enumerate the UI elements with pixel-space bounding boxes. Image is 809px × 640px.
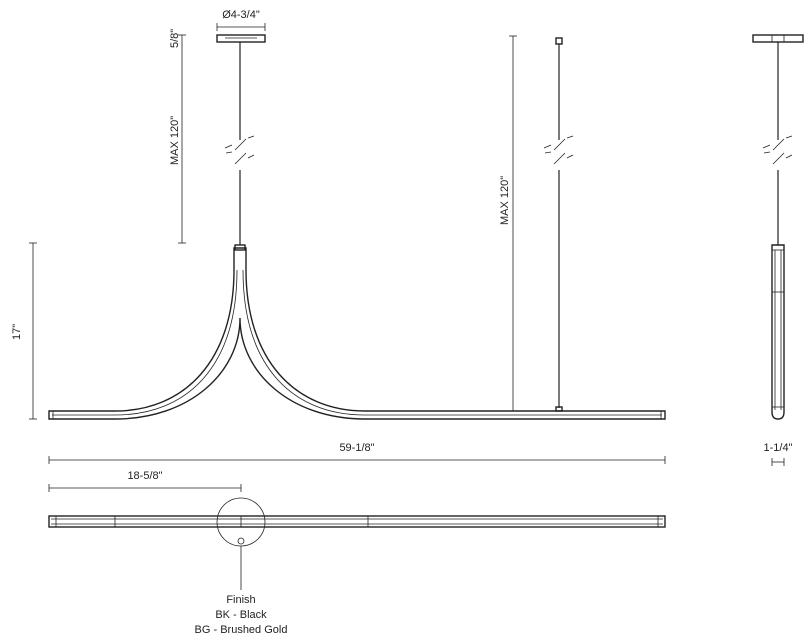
profile-width-label: 1-1/4" bbox=[764, 442, 793, 454]
canopy-side bbox=[753, 35, 803, 42]
fixture-height-label: 17" bbox=[11, 324, 23, 340]
cable-break-front bbox=[225, 136, 254, 164]
side-view: 1-1/4" bbox=[753, 35, 803, 466]
canopy-diameter-label: Ø4-3/4" bbox=[222, 9, 260, 21]
fixture-body-front bbox=[49, 248, 665, 419]
cable-break-side bbox=[763, 136, 792, 164]
canopy-offset-dim: 18-5/8" bbox=[49, 470, 241, 492]
front-view: Ø4-3/4" 5/8" MAX 120" bbox=[11, 9, 665, 464]
cable-max-mid-label: MAX 120" bbox=[499, 176, 511, 225]
finish-marker bbox=[238, 538, 244, 544]
canopy-front bbox=[217, 35, 265, 42]
overall-length-label: 59-1/8" bbox=[339, 442, 374, 454]
finish-heading: Finish bbox=[226, 594, 255, 606]
fixture-body-side bbox=[772, 245, 784, 419]
finish-option-black: BK - Black bbox=[215, 609, 267, 621]
cable-break-mid bbox=[544, 136, 573, 164]
finish-option-brushed-gold: BG - Brushed Gold bbox=[195, 624, 288, 636]
profile-width-dim: 1-1/4" bbox=[764, 442, 793, 466]
canopy-offset-label: 18-5/8" bbox=[127, 470, 162, 482]
fixture-height-dim: 17" bbox=[11, 243, 37, 419]
cable-max-mid-dim: MAX 120" bbox=[499, 36, 517, 411]
cable-max-front-label: MAX 120" bbox=[169, 116, 181, 165]
finish-note: Finish BK - Black BG - Brushed Gold bbox=[195, 594, 288, 636]
canopy-height-label: 5/8" bbox=[169, 29, 181, 48]
canopy-diameter-dim: Ø4-3/4" bbox=[217, 9, 265, 31]
fixture-bar-top bbox=[49, 516, 665, 527]
cable-max-front-dim: MAX 120" bbox=[169, 42, 186, 243]
canopy-height-dim: 5/8" bbox=[169, 29, 186, 48]
overall-length-dim: 59-1/8" bbox=[49, 442, 665, 464]
top-view: 18-5/8" bbox=[49, 470, 665, 590]
